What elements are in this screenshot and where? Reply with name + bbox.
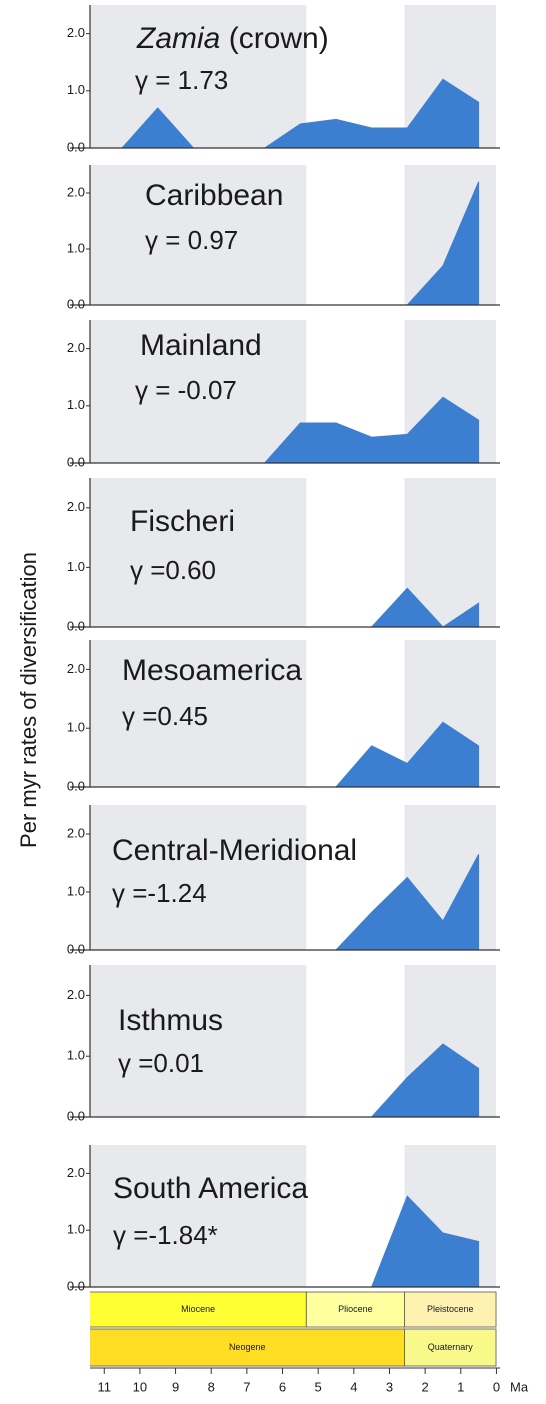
x-tick-label: 6 bbox=[279, 1379, 286, 1394]
y-tick-label: 2.0 bbox=[67, 1165, 85, 1180]
epoch-label: Miocene bbox=[181, 1304, 215, 1314]
gamma-annotation: γ =-1.84* bbox=[113, 1220, 218, 1250]
epoch-box bbox=[404, 1291, 497, 1328]
gamma-annotation: γ = 0.97 bbox=[145, 225, 238, 255]
y-tick-label: 2.0 bbox=[67, 661, 85, 676]
epoch-shade bbox=[90, 1145, 307, 1287]
y-axis-label: Per myr rates of diversification bbox=[16, 552, 41, 848]
y-tick-label: 0.0 bbox=[67, 139, 85, 154]
panel-title: Caribbean bbox=[145, 179, 283, 212]
panel-title: Isthmus bbox=[118, 1004, 223, 1037]
epoch-shade bbox=[90, 805, 307, 950]
y-tick-label: 1.0 bbox=[67, 240, 85, 255]
x-tick-label: 11 bbox=[98, 1379, 112, 1394]
panel-title-name: Mainland bbox=[140, 329, 262, 362]
y-tick-label: 0.0 bbox=[67, 454, 85, 469]
epoch-shade bbox=[90, 320, 307, 463]
x-tick-label: 9 bbox=[172, 1379, 179, 1394]
y-tick-label: 0.0 bbox=[67, 941, 85, 956]
panel-title-name: Isthmus bbox=[118, 1004, 223, 1037]
area bbox=[263, 396, 480, 464]
period-box bbox=[90, 1328, 405, 1367]
epoch-box bbox=[305, 1291, 405, 1328]
panel-title-name: South America bbox=[113, 1172, 308, 1205]
x-axis-label: Ma bbox=[510, 1379, 529, 1394]
y-tick-label: 1.0 bbox=[67, 397, 85, 412]
epoch-box bbox=[90, 1291, 307, 1328]
x-tick-label: 8 bbox=[208, 1379, 215, 1394]
shading bbox=[90, 5, 497, 1287]
x-tick-label: 1 bbox=[457, 1379, 464, 1394]
x-tick-label: 7 bbox=[243, 1379, 250, 1394]
gamma-annotation: γ =-1.24 bbox=[112, 878, 207, 908]
y-tick-label: 2.0 bbox=[67, 184, 85, 199]
gamma-annotation: γ =0.60 bbox=[130, 555, 216, 585]
y-tick-label: 1.0 bbox=[67, 82, 85, 97]
epoch-shade bbox=[90, 165, 307, 305]
y-tick-label: 1.0 bbox=[67, 883, 85, 898]
y-tick-label: 1.0 bbox=[67, 1048, 85, 1063]
y-tick-label: 1.0 bbox=[67, 559, 85, 574]
y-tick-label: 0.0 bbox=[67, 1278, 85, 1293]
panel-title: Mesoamerica bbox=[122, 654, 302, 687]
x-tick-label: 2 bbox=[422, 1379, 429, 1394]
epoch-label: Pliocene bbox=[338, 1304, 373, 1314]
period-label: Neogene bbox=[229, 1342, 266, 1352]
panel-title: Mainland bbox=[140, 329, 262, 362]
y-tick-label: 2.0 bbox=[67, 340, 85, 355]
epoch-shade bbox=[90, 5, 307, 148]
panel-title-name: Fischeri bbox=[130, 505, 235, 538]
y-tick-label: 0.0 bbox=[67, 618, 85, 633]
panel-title-suffix: (crown) bbox=[229, 22, 329, 55]
epoch-shade bbox=[90, 640, 307, 787]
gamma-annotation: γ = -0.07 bbox=[135, 375, 237, 405]
epoch-shade bbox=[90, 965, 307, 1117]
x-tick-label: 3 bbox=[386, 1379, 393, 1394]
panel-title-name: Mesoamerica bbox=[122, 654, 302, 687]
x-tick-label: 0 bbox=[493, 1379, 500, 1394]
y-tick-label: 0.0 bbox=[67, 296, 85, 311]
y-tick-label: 2.0 bbox=[67, 25, 85, 40]
epoch-shade bbox=[90, 478, 307, 627]
y-tick-label: 1.0 bbox=[67, 1222, 85, 1237]
panel-title-name: Central-Meridional bbox=[112, 834, 357, 867]
y-tick-label: 0.0 bbox=[67, 778, 85, 793]
y-tick-label: 2.0 bbox=[67, 825, 85, 840]
x-tick-label: 10 bbox=[133, 1379, 147, 1394]
timescale: Miocene Pliocene Pleistocene Neogene Quatern… bbox=[90, 1291, 497, 1367]
x-tick-label: 4 bbox=[350, 1379, 357, 1394]
gamma-annotation: γ =0.01 bbox=[118, 1048, 204, 1078]
period-box bbox=[404, 1328, 497, 1367]
y-tick-label: 2.0 bbox=[67, 987, 85, 1002]
period-label: Quaternary bbox=[428, 1342, 474, 1352]
gamma-annotation: γ =0.45 bbox=[122, 701, 208, 731]
gamma-annotation: γ = 1.73 bbox=[135, 65, 228, 95]
y-tick-label: 0.0 bbox=[67, 1108, 85, 1123]
y-tick-label: 2.0 bbox=[67, 499, 85, 514]
panel-title: Central-Meridional bbox=[112, 834, 357, 867]
panel-title: South America bbox=[113, 1172, 308, 1205]
x-tick-label: 5 bbox=[315, 1379, 322, 1394]
epoch-label: Pleistocene bbox=[427, 1304, 474, 1314]
panel-title: Fischeri bbox=[130, 505, 235, 538]
y-tick-label: 1.0 bbox=[67, 720, 85, 735]
panel-title-name: Zamia bbox=[136, 22, 220, 55]
panel-title-name: Caribbean bbox=[145, 179, 283, 212]
panels: 0.01.02.0 Zamia (crown)γ = 1.730.01.02.0 C… bbox=[67, 5, 500, 1293]
panel-title: Zamia (crown) bbox=[136, 22, 329, 55]
